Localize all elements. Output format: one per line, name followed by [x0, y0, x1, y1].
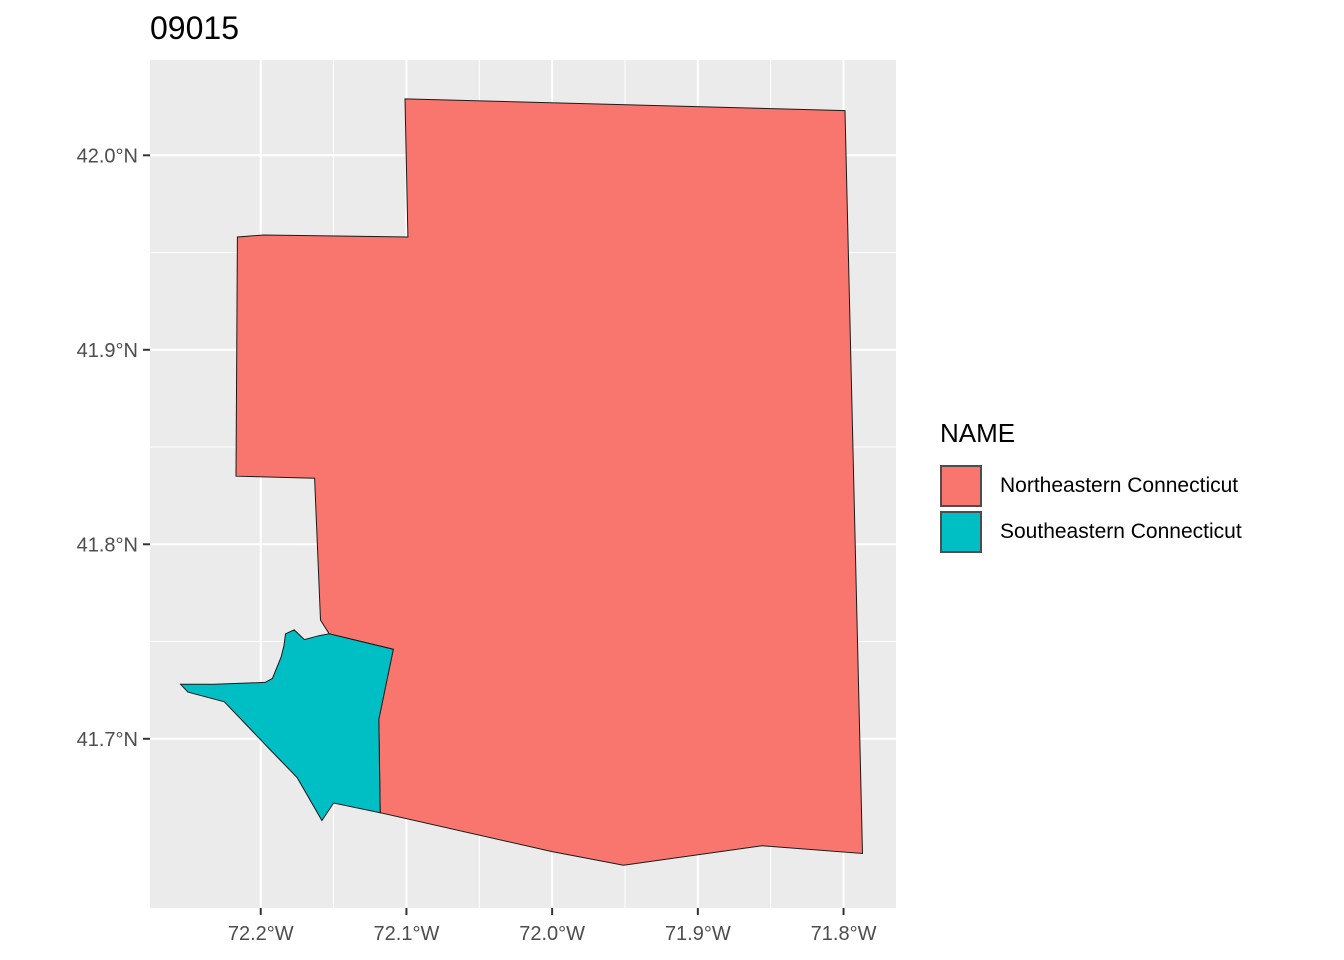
region-southeastern-connecticut — [179, 629, 394, 822]
x-axis: 72.2°W 72.1°W 72.0°W 71.9°W 71.8°W — [228, 908, 877, 945]
x-tick-label: 71.9°W — [665, 923, 731, 945]
y-axis: 42.0°N 41.9°N 41.8°N 41.7°N — [77, 145, 150, 751]
legend-key-southeastern — [940, 511, 982, 553]
legend-item-southeastern: Southeastern Connecticut — [940, 509, 1242, 555]
y-tick-label: 41.8°N — [77, 534, 138, 556]
legend-title: NAME — [940, 418, 1016, 448]
x-tick-label: 71.8°W — [811, 923, 877, 945]
legend-key-northeastern — [940, 465, 982, 507]
x-tick-label: 72.0°W — [519, 923, 585, 945]
x-tick-label: 72.1°W — [374, 923, 440, 945]
x-tick-label: 72.2°W — [228, 923, 294, 945]
plot-title: 09015 — [150, 10, 239, 46]
y-tick-label: 41.9°N — [77, 340, 138, 362]
y-tick-label: 42.0°N — [77, 145, 138, 167]
legend-label-southeastern: Southeastern Connecticut — [1000, 520, 1242, 543]
legend-label-northeastern: Northeastern Connecticut — [1000, 474, 1239, 497]
regions — [179, 98, 864, 866]
legend: NAME Northeastern Connecticut Southeaste… — [940, 418, 1242, 555]
y-tick-label: 41.7°N — [77, 729, 138, 751]
legend-item-northeastern: Northeastern Connecticut — [940, 463, 1242, 509]
